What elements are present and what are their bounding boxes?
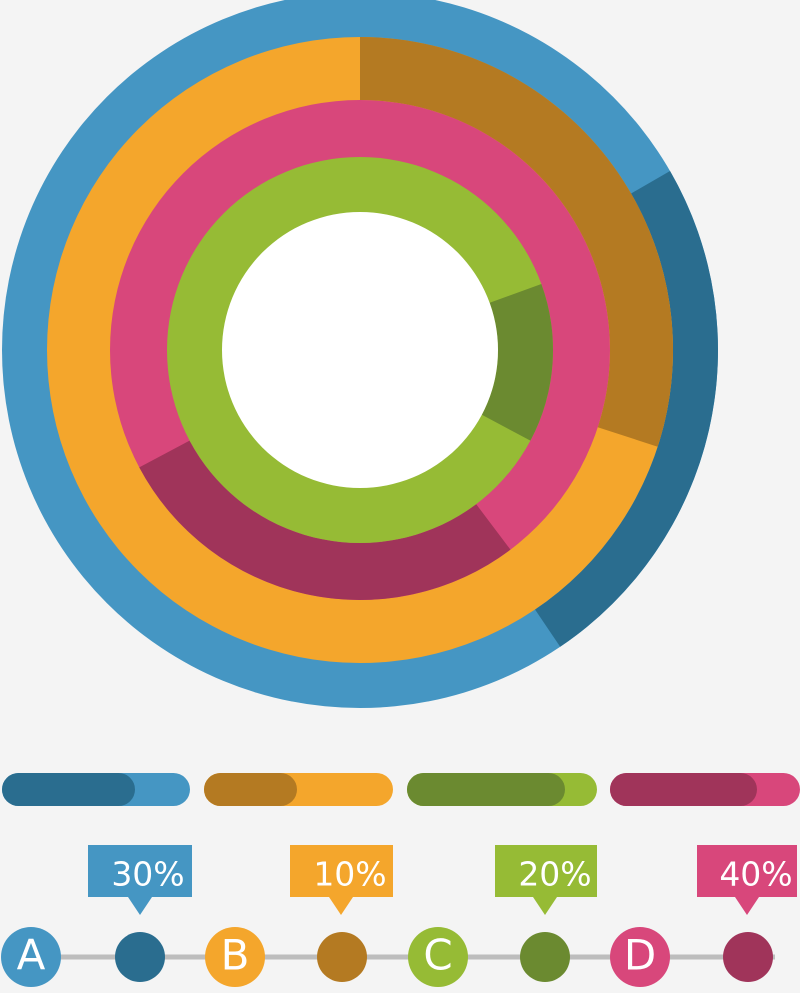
percent-label: 30% [111,855,184,894]
letter-label: A [17,931,46,980]
letter-circle [1,927,61,987]
bar-b-dark [204,773,297,806]
dot [317,932,367,982]
dot [520,932,570,982]
callout-box [495,845,597,915]
percent-label: 20% [518,855,591,894]
ring-segment [360,37,673,447]
bar-d-dark [610,773,757,806]
timeline: A B C D [1,927,775,987]
callout-box [290,845,393,915]
letter-label: D [624,931,656,980]
ring-segment [139,440,511,600]
ring-segment [535,171,718,647]
letter-label: B [221,931,250,980]
letter-circle [205,927,265,987]
dot [723,932,773,982]
dot [115,932,165,982]
bar-a-dark [2,773,135,806]
bars [2,773,800,806]
callouts: 30% 10% 20% 40% [88,845,797,915]
callout-box [697,845,797,915]
bar-c-dark [407,773,565,806]
letter-circle [408,927,468,987]
ring-segment [481,283,553,441]
ring-chart [2,0,718,708]
letter-label: C [423,931,452,980]
percent-label: 10% [313,855,386,894]
letter-circle [610,927,670,987]
ring-center [222,212,498,488]
percent-label: 40% [719,855,792,894]
callout-box [88,845,192,915]
